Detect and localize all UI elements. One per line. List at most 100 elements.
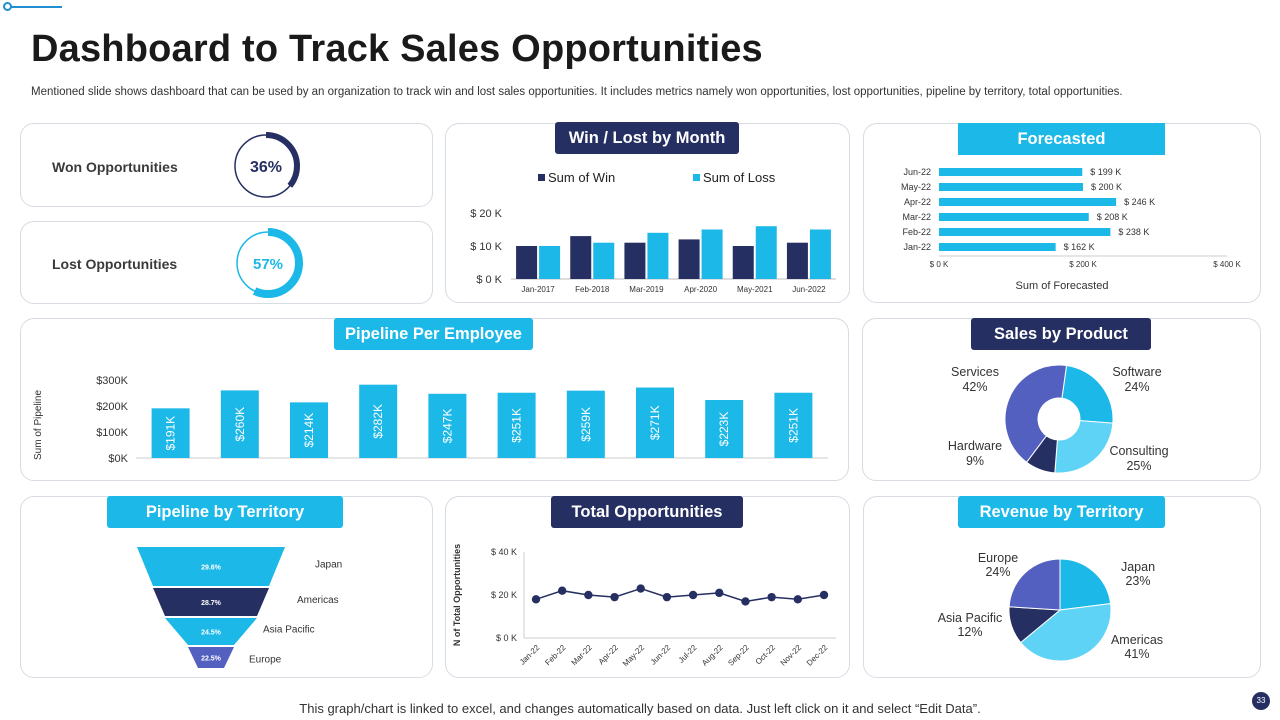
slice-name: Europe bbox=[978, 551, 1018, 565]
x-tick-label: Aug-22 bbox=[700, 643, 725, 668]
lost-opportunities-card[interactable]: Lost Opportunities 57% bbox=[20, 221, 433, 304]
bar bbox=[774, 392, 813, 458]
bar-loss bbox=[539, 246, 561, 279]
funnel-value: 22.5% bbox=[201, 656, 222, 663]
sales-product-title: Sales by Product bbox=[971, 318, 1151, 350]
bar-loss bbox=[755, 226, 777, 279]
total-opportunities-chart[interactable]: $ 0 K $ 20 K $ 40 K N of Total Opportunitie… bbox=[446, 497, 851, 679]
slice-value: 12% bbox=[957, 625, 982, 639]
data-label: $259K bbox=[579, 407, 593, 442]
y-axis-title: Sum of Pipeline bbox=[33, 390, 44, 460]
bar-loss bbox=[701, 229, 723, 279]
y-tick-label: Apr-22 bbox=[904, 197, 931, 207]
x-tick-label: Jan-22 bbox=[518, 643, 542, 667]
y-tick-label: $200K bbox=[96, 401, 128, 413]
funnel-label: Americas bbox=[297, 595, 339, 606]
bar-win bbox=[732, 246, 754, 279]
win-loss-title: Win / Lost by Month bbox=[555, 122, 739, 154]
bar bbox=[939, 228, 1111, 236]
y-tick-label: $ 20 K bbox=[470, 208, 502, 220]
bar bbox=[497, 392, 536, 458]
y-tick-label: Jun-22 bbox=[903, 167, 931, 177]
header-accent-line bbox=[8, 6, 62, 8]
pipeline-territory-chart[interactable]: 29.6% Japan 28.7% Americas 24.5% Asia Pacific… bbox=[21, 497, 434, 679]
funnel-value: 24.5% bbox=[201, 630, 222, 637]
funnel-stage-europe bbox=[188, 647, 234, 668]
data-point bbox=[636, 584, 645, 593]
bar bbox=[939, 213, 1089, 221]
x-tick-label: Jun-2022 bbox=[792, 285, 826, 294]
won-opportunities-label: Won Opportunities bbox=[52, 159, 178, 175]
total-opportunities-card[interactable]: $ 0 K $ 20 K $ 40 K N of Total Opportunitie… bbox=[445, 496, 850, 678]
x-tick-label: Jul-22 bbox=[677, 643, 699, 665]
slice-americas bbox=[1019, 603, 1112, 662]
slice-software bbox=[1061, 364, 1114, 424]
y-tick-label: $ 20 K bbox=[491, 590, 517, 600]
slice-name: Software bbox=[1112, 365, 1161, 379]
x-tick-label: Mar-22 bbox=[569, 643, 594, 668]
pipeline-employee-card[interactable]: $0K $100K $200K $300K Sum of Pipeline $191K $2… bbox=[20, 318, 849, 481]
y-tick-label: $ 0 K bbox=[496, 633, 517, 643]
y-tick-label: $ 40 K bbox=[491, 547, 517, 557]
data-point bbox=[584, 590, 593, 600]
y-tick-label: Feb-22 bbox=[902, 227, 931, 237]
data-label: $ 238 K bbox=[1118, 227, 1149, 237]
bar bbox=[220, 390, 259, 458]
slice-name: Japan bbox=[1121, 560, 1155, 574]
pipeline-employee-chart[interactable]: $0K $100K $200K $300K Sum of Pipeline $191K $2… bbox=[21, 319, 850, 482]
won-opportunities-card[interactable]: Won Opportunities 36% bbox=[20, 123, 433, 207]
x-tick-label: Jan-2017 bbox=[521, 285, 555, 294]
bar-win bbox=[786, 242, 808, 279]
funnel-label: Japan bbox=[315, 560, 342, 571]
data-point bbox=[557, 586, 567, 595]
x-tick-label: Sep-22 bbox=[726, 643, 751, 668]
slice-consulting bbox=[1054, 420, 1114, 474]
header-accent-dot bbox=[3, 2, 12, 11]
funnel-label: Europe bbox=[249, 655, 282, 666]
series-line bbox=[535, 587, 825, 603]
lost-ring-arc bbox=[233, 228, 303, 298]
legend-swatch-loss bbox=[693, 174, 700, 181]
page-title: Dashboard to Track Sales Opportunities bbox=[31, 28, 763, 70]
data-label: $214K bbox=[302, 413, 316, 448]
bar bbox=[151, 408, 190, 458]
slice-name: Hardware bbox=[948, 439, 1002, 453]
data-label: $ 208 K bbox=[1097, 212, 1128, 222]
bar-loss bbox=[809, 229, 831, 279]
won-opportunities-value: 36% bbox=[250, 159, 282, 176]
lost-opportunities-ring: 57% bbox=[233, 228, 303, 298]
data-label: $223K bbox=[717, 412, 731, 447]
forecasted-title: Forecasted bbox=[958, 123, 1165, 155]
bar-loss bbox=[593, 242, 615, 279]
x-tick-label: May-22 bbox=[621, 643, 647, 669]
data-label: $251K bbox=[510, 408, 524, 443]
footer-note: This graph/chart is linked to excel, and… bbox=[299, 701, 981, 716]
bar bbox=[290, 402, 328, 458]
slice-value: 42% bbox=[962, 380, 987, 394]
bar bbox=[566, 390, 605, 458]
data-label: $ 199 K bbox=[1090, 167, 1121, 177]
won-ring-arc bbox=[232, 132, 300, 200]
forecasted-card[interactable]: $ 0 K $ 200 K $ 400 K Jun-22 $ 199 K May-22 $ … bbox=[863, 123, 1261, 303]
x-tick-label: Feb-2018 bbox=[575, 285, 610, 294]
forecasted-chart[interactable]: $ 0 K $ 200 K $ 400 K Jun-22 $ 199 K May-22 $ … bbox=[864, 124, 1262, 304]
bar bbox=[705, 400, 744, 458]
data-label: $ 246 K bbox=[1124, 197, 1155, 207]
won-opportunities-ring: 36% bbox=[232, 132, 300, 200]
win-loss-chart[interactable]: Sum of Win Sum of Loss $ 0 K $ 10 K $ 20 K Ja… bbox=[446, 124, 851, 304]
y-tick-label: $ 0 K bbox=[476, 274, 502, 286]
bar bbox=[939, 198, 1117, 206]
bar-win bbox=[678, 239, 700, 279]
x-axis-title: Sum of Forecasted bbox=[1016, 280, 1109, 292]
bar-win bbox=[570, 236, 592, 279]
data-label: $271K bbox=[648, 405, 662, 440]
x-tick-label: Nov-22 bbox=[779, 643, 804, 668]
y-tick-label: $ 10 K bbox=[470, 241, 502, 253]
x-tick-label: Apr-22 bbox=[597, 643, 621, 667]
bar-win bbox=[624, 242, 646, 279]
lost-opportunities-value: 57% bbox=[253, 256, 283, 273]
page-number: 33 bbox=[1252, 692, 1270, 710]
funnel-label: Asia Pacific bbox=[263, 625, 315, 636]
